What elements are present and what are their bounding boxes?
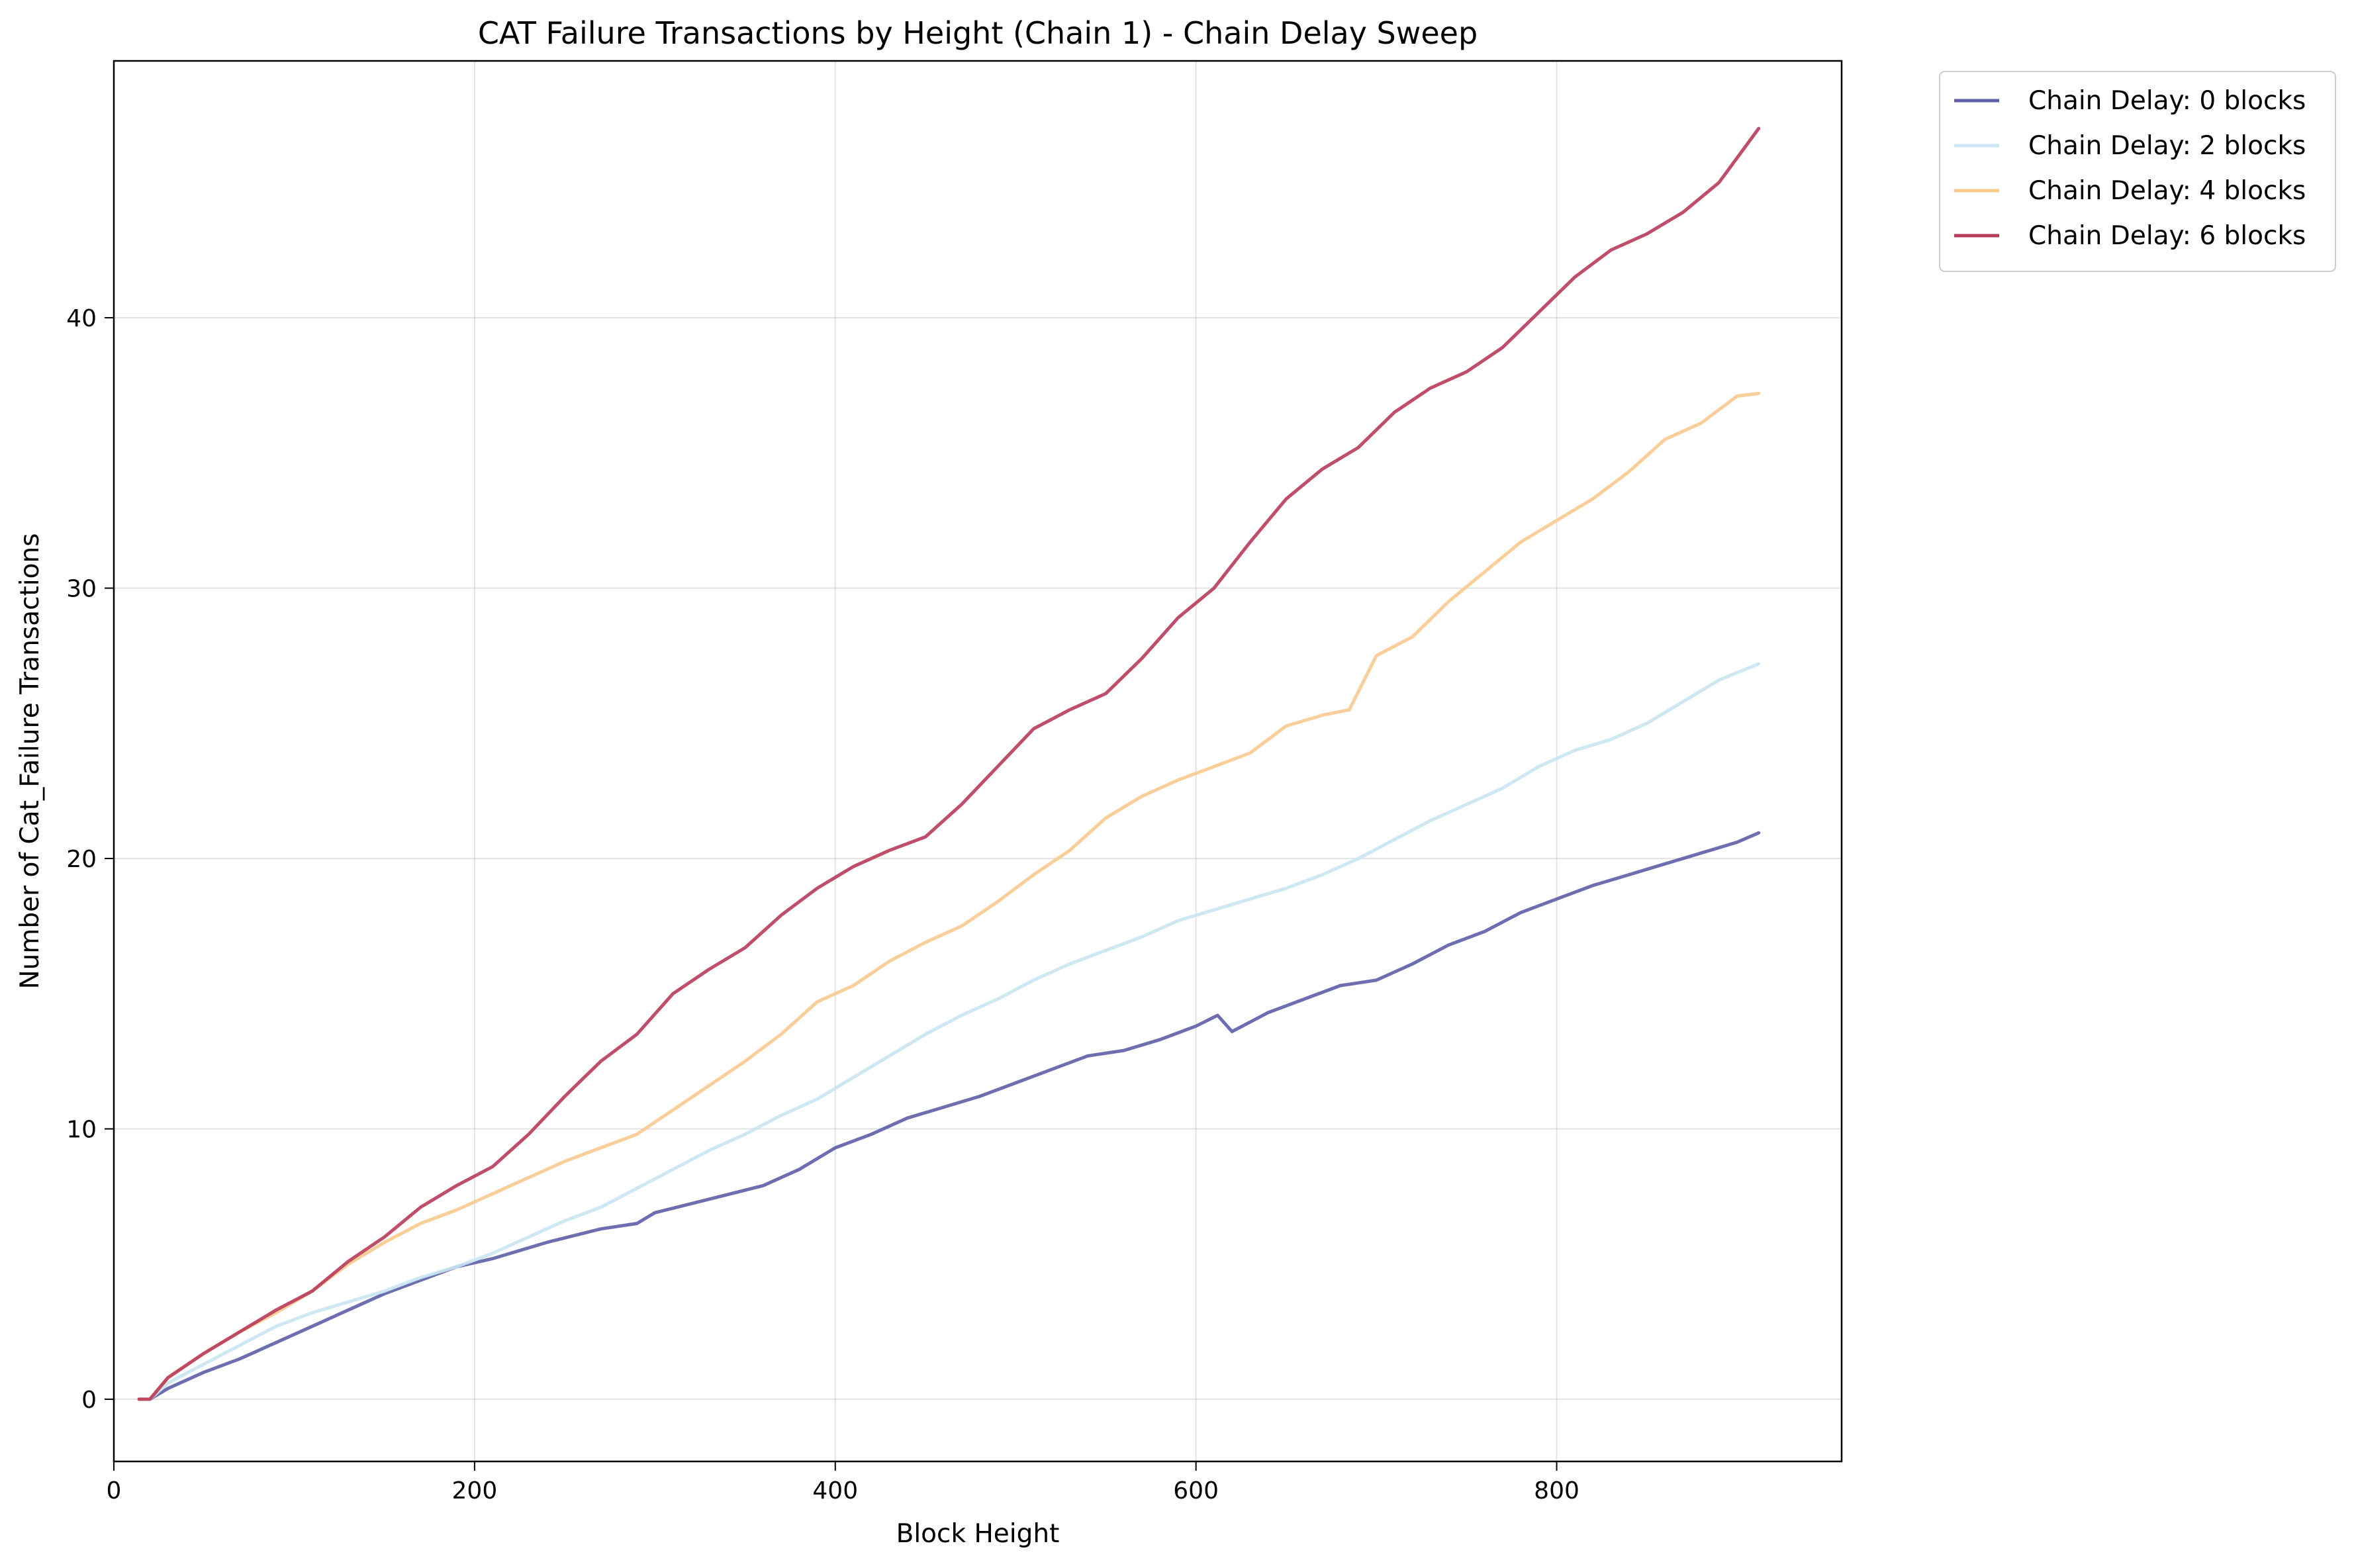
legend-label-1: Chain Delay: 2 blocks: [2028, 131, 2306, 161]
y-tick-label: 40: [66, 305, 97, 332]
ticks: 0 200 400 600 800 0 10 20 30 40: [66, 305, 1579, 1504]
chart-title: CAT Failure Transactions by Height (Chai…: [478, 15, 1478, 51]
legend-label-2: Chain Delay: 4 blocks: [2028, 176, 2306, 206]
y-axis-label: Number of Cat_Failure Transactions: [15, 533, 45, 989]
series-line-1: [137, 662, 1761, 1401]
legend-label-3: Chain Delay: 6 blocks: [2028, 221, 2306, 251]
legend-box: [1939, 71, 2336, 272]
y-tick-label: 30: [66, 576, 97, 603]
series-line-2: [137, 391, 1761, 1401]
y-tick-label: 0: [81, 1387, 97, 1414]
x-tick-label: 0: [107, 1477, 122, 1504]
grid: [113, 61, 1842, 1461]
x-tick-label: 200: [452, 1477, 498, 1504]
legend-label-0: Chain Delay: 0 blocks: [2028, 86, 2306, 116]
y-tick-label: 20: [66, 846, 97, 873]
x-axis-label: Block Height: [896, 1519, 1060, 1549]
series-layer: [137, 126, 1761, 1401]
series-line-3: [137, 126, 1761, 1401]
y-tick-label: 10: [66, 1117, 97, 1144]
series-line-0: [137, 831, 1761, 1401]
x-tick-label: 600: [1173, 1477, 1219, 1504]
x-tick-label: 400: [812, 1477, 858, 1504]
plot-frame: [113, 60, 1843, 1463]
x-tick-label: 800: [1534, 1477, 1579, 1504]
legend: Chain Delay: 0 blocks Chain Delay: 2 bloc…: [1939, 71, 2336, 272]
